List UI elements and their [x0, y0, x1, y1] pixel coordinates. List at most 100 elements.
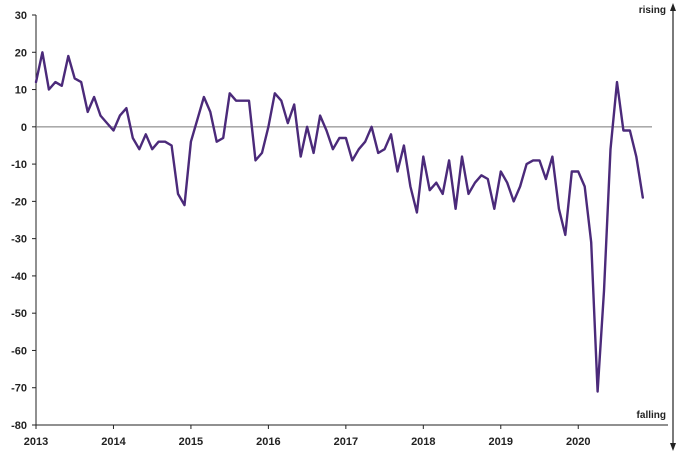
- data-point: [125, 107, 127, 109]
- data-point: [493, 208, 495, 210]
- data-point: [196, 118, 198, 120]
- data-point: [67, 55, 69, 57]
- annotation-falling: falling: [637, 410, 666, 421]
- data-point: [216, 141, 218, 143]
- data-point: [629, 129, 631, 131]
- data-point: [241, 100, 243, 102]
- data-point: [448, 159, 450, 161]
- data-point: [312, 152, 314, 154]
- data-point: [170, 144, 172, 146]
- data-point: [35, 81, 37, 83]
- y-tick-label: 10: [15, 85, 27, 97]
- y-tick-label: 30: [15, 10, 27, 22]
- data-point: [584, 185, 586, 187]
- data-point: [177, 193, 179, 195]
- data-point: [500, 170, 502, 172]
- data-point: [338, 137, 340, 139]
- data-point: [106, 122, 108, 124]
- data-point: [190, 141, 192, 143]
- data-point: [138, 148, 140, 150]
- data-point: [377, 152, 379, 154]
- x-tick-label: 2018: [411, 436, 435, 448]
- data-point: [229, 92, 231, 94]
- data-point: [480, 174, 482, 176]
- data-point: [112, 129, 114, 131]
- data-point: [409, 185, 411, 187]
- data-point: [403, 144, 405, 146]
- data-point: [222, 137, 224, 139]
- data-point: [119, 114, 121, 116]
- data-point: [506, 182, 508, 184]
- data-point: [622, 129, 624, 131]
- data-point: [61, 85, 63, 87]
- data-point: [558, 208, 560, 210]
- series: [34, 51, 644, 393]
- data-point: [590, 241, 592, 243]
- data-point: [145, 133, 147, 135]
- data-point: [358, 148, 360, 150]
- y-tick-label: -50: [11, 308, 27, 320]
- data-point: [364, 141, 366, 143]
- y-tick-label: -30: [11, 234, 27, 246]
- data-point: [383, 148, 385, 150]
- ticks: 30 20 10 0 -10 -20 -30 -40 -50 -60 -70 -80 2013 2014 2…: [11, 10, 590, 448]
- data-point: [132, 137, 134, 139]
- data-point: [274, 92, 276, 94]
- data-point: [332, 148, 334, 150]
- data-point: [571, 170, 573, 172]
- y-tick-label: -80: [11, 420, 27, 432]
- x-tick-label: 2015: [179, 436, 203, 448]
- y-tick-label: -20: [11, 196, 27, 208]
- data-point: [532, 159, 534, 161]
- data-point: [235, 100, 237, 102]
- data-point: [422, 155, 424, 157]
- data-point: [396, 170, 398, 172]
- data-point: [577, 170, 579, 172]
- y-tick-label: -10: [11, 159, 27, 171]
- data-point: [474, 182, 476, 184]
- data-point: [435, 182, 437, 184]
- data-point: [209, 111, 211, 113]
- y-tick-label: -60: [11, 345, 27, 357]
- data-point: [635, 155, 637, 157]
- data-point: [609, 148, 611, 150]
- data-point: [416, 211, 418, 213]
- arrow-up-icon: [670, 3, 676, 11]
- data-point: [390, 133, 392, 135]
- data-point: [642, 196, 644, 198]
- data-point: [538, 159, 540, 161]
- data-point: [551, 155, 553, 157]
- data-point: [41, 51, 43, 53]
- y-tick-label: -70: [11, 383, 27, 395]
- x-tick-label: 2019: [489, 436, 513, 448]
- x-tick-label: 2020: [566, 436, 590, 448]
- data-point: [545, 178, 547, 180]
- data-point: [287, 122, 289, 124]
- data-point: [564, 234, 566, 236]
- y-tick-label: 20: [15, 47, 27, 59]
- data-point: [54, 81, 56, 83]
- data-point: [596, 390, 598, 392]
- x-tick-label: 2016: [256, 436, 280, 448]
- data-point: [254, 159, 256, 161]
- data-point: [99, 114, 101, 116]
- axes: [35, 3, 676, 451]
- data-point: [267, 126, 269, 128]
- data-point: [203, 96, 205, 98]
- data-point: [164, 141, 166, 143]
- data-point: [80, 81, 82, 83]
- data-point: [325, 129, 327, 131]
- data-point: [487, 178, 489, 180]
- data-point: [157, 141, 159, 143]
- data-point: [280, 100, 282, 102]
- data-point: [300, 155, 302, 157]
- y-tick-label: 0: [21, 122, 27, 134]
- data-point: [151, 148, 153, 150]
- data-point: [454, 208, 456, 210]
- data-point: [183, 204, 185, 206]
- data-point: [603, 290, 605, 292]
- data-point: [306, 126, 308, 128]
- data-point: [319, 114, 321, 116]
